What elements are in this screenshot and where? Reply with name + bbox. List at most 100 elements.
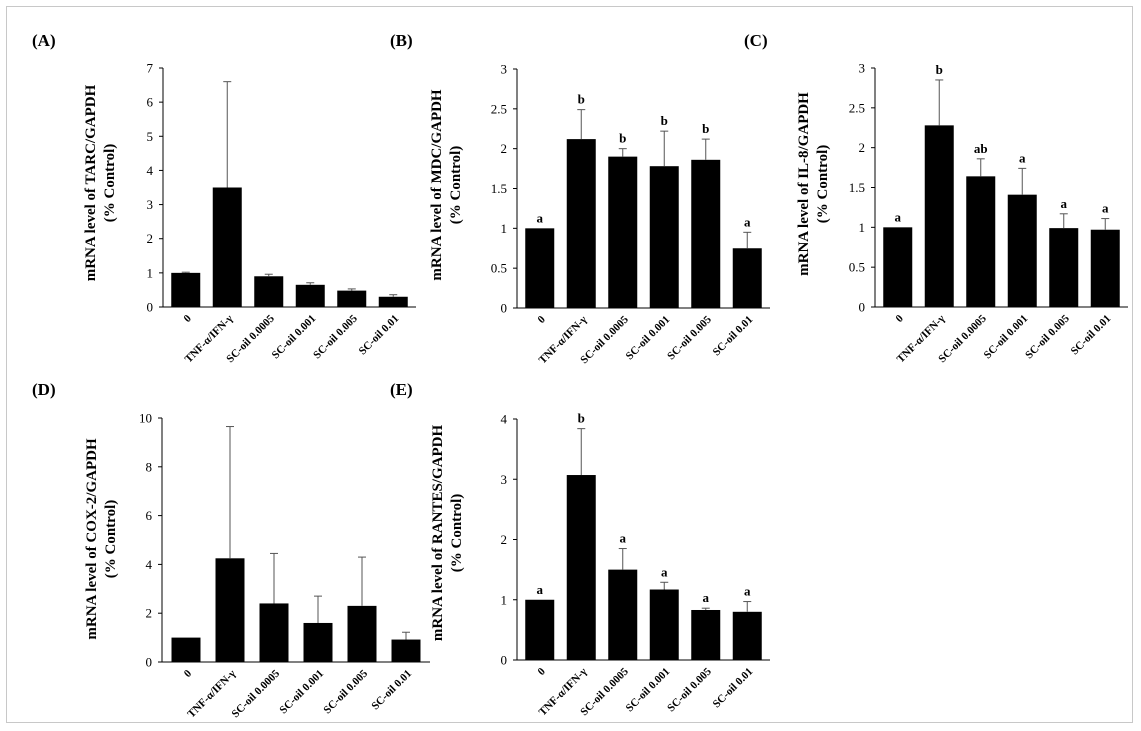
bar xyxy=(259,603,289,662)
x-tick-label: 0 xyxy=(181,312,194,325)
x-tick-label: 0 xyxy=(535,313,548,326)
bar xyxy=(347,605,377,662)
bar xyxy=(924,125,954,307)
y-tick-label: 8 xyxy=(146,459,153,474)
significance-label: a xyxy=(661,564,668,579)
x-tick-label: SC-oil 0.001 xyxy=(277,668,326,717)
significance-label: a xyxy=(620,531,627,546)
bar xyxy=(378,296,408,307)
panel-label: (D) xyxy=(32,380,56,399)
y-tick-label: 1.5 xyxy=(491,181,507,196)
x-tick-label: SC-oil 0.005 xyxy=(665,313,714,362)
bar xyxy=(691,609,721,660)
significance-label: b xyxy=(936,62,943,77)
y-tick-label: 2 xyxy=(146,606,153,621)
bar xyxy=(566,475,596,660)
bar xyxy=(525,599,555,660)
significance-label: a xyxy=(537,582,544,597)
bar xyxy=(732,248,762,308)
y-tick-label: 4 xyxy=(147,163,154,178)
bar xyxy=(966,176,996,307)
figure: (A) mRNA level of TARC/GAPDH (% Control)… xyxy=(6,6,1133,723)
significance-label: a xyxy=(744,214,751,229)
significance-label: b xyxy=(578,92,585,107)
y-tick-label: 3 xyxy=(147,197,154,212)
panel-label: (E) xyxy=(390,380,413,399)
y-tick-label: 2 xyxy=(859,140,866,155)
y-tick-label: 2 xyxy=(501,141,508,156)
bar xyxy=(171,272,201,307)
y-tick-label: 7 xyxy=(147,61,154,76)
y-tick-label: 1 xyxy=(147,265,154,280)
panel-e-rantes: (E) mRNA level of RANTES/GAPDH (% Contro… xyxy=(390,380,770,720)
bar xyxy=(732,611,762,660)
bar xyxy=(303,622,333,662)
significance-label: a xyxy=(1102,201,1109,216)
bar xyxy=(212,187,242,307)
bar xyxy=(608,156,638,308)
x-tick-label: SC-oil 0.01 xyxy=(1069,313,1114,358)
significance-label: b xyxy=(702,121,709,136)
bar xyxy=(566,139,596,308)
y-tick-label: 1 xyxy=(501,221,508,236)
significance-label: b xyxy=(661,113,668,128)
bar xyxy=(1007,194,1037,307)
panel-label: (B) xyxy=(390,31,413,50)
significance-label: b xyxy=(578,411,585,426)
bar xyxy=(337,290,367,307)
y-tick-label: 3 xyxy=(501,472,508,487)
significance-label: a xyxy=(703,590,710,605)
y-tick-label: 0 xyxy=(146,655,153,670)
significance-label: a xyxy=(1061,196,1068,211)
panel-b-mdc: (B) mRNA level of MDC/GAPDH (% Control) … xyxy=(390,31,770,381)
bar xyxy=(649,166,679,308)
x-tick-label: 0 xyxy=(182,667,195,680)
y-tick-label: 1 xyxy=(501,592,508,607)
y-tick-label: 6 xyxy=(146,508,153,523)
panel-d-cox2: (D) mRNA level of COX-2/GAPDH (% Control… xyxy=(32,380,430,720)
bar xyxy=(391,639,421,662)
bar xyxy=(649,589,679,660)
bar xyxy=(525,228,555,308)
bar xyxy=(883,227,913,307)
significance-label: a xyxy=(537,210,544,225)
x-tick-label: SC-oil 0.01 xyxy=(711,666,756,711)
y-tick-label: 2 xyxy=(147,231,154,246)
bar xyxy=(215,558,245,662)
bar xyxy=(295,284,325,307)
bar xyxy=(1049,228,1079,307)
y-tick-label: 0.5 xyxy=(491,261,507,276)
bar xyxy=(1090,229,1120,307)
x-tick-label: SC-oil 0.005 xyxy=(311,312,360,361)
significance-label: a xyxy=(1019,150,1026,165)
y-tick-label: 10 xyxy=(139,411,152,426)
panel-label: (C) xyxy=(744,31,768,50)
bar xyxy=(171,637,201,662)
significance-label: ab xyxy=(974,141,988,156)
y-tick-label: 4 xyxy=(146,557,153,572)
y-tick-label: 2.5 xyxy=(849,100,865,115)
x-tick-label: 0 xyxy=(535,665,548,678)
y-tick-label: 0 xyxy=(859,300,866,315)
x-tick-label: 0 xyxy=(893,312,906,325)
y-tick-label: 2.5 xyxy=(491,101,507,116)
significance-label: a xyxy=(895,209,902,224)
y-tick-label: 6 xyxy=(147,95,154,110)
y-tick-label: 0 xyxy=(147,300,154,315)
y-tick-label: 1.5 xyxy=(849,180,865,195)
bar xyxy=(608,569,638,660)
y-tick-label: 0 xyxy=(501,653,508,668)
y-tick-label: 1 xyxy=(859,220,866,235)
y-tick-label: 2 xyxy=(501,532,508,547)
panel-label: (A) xyxy=(32,31,56,50)
y-tick-label: 3 xyxy=(501,62,508,77)
panel-a-tarc: (A) mRNA level of TARC/GAPDH (% Control)… xyxy=(32,31,416,381)
significance-label: a xyxy=(744,584,751,599)
x-tick-label: SC-oil 0.005 xyxy=(1023,312,1072,361)
bar xyxy=(691,159,721,308)
y-tick-label: 0 xyxy=(501,301,508,316)
